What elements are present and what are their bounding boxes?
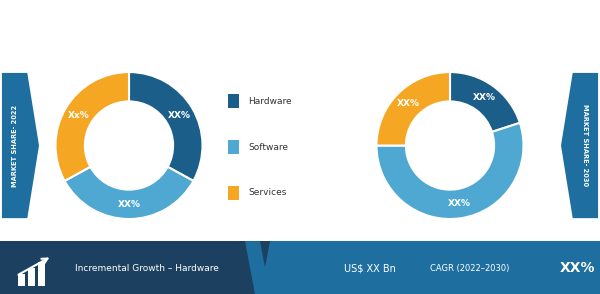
Wedge shape xyxy=(377,72,450,146)
Text: XX%: XX% xyxy=(560,261,595,275)
Text: XX%: XX% xyxy=(118,200,140,209)
Wedge shape xyxy=(450,72,520,132)
Polygon shape xyxy=(2,73,39,218)
Wedge shape xyxy=(377,123,523,219)
Text: US$ XX Bn: US$ XX Bn xyxy=(344,263,396,273)
Text: XX%: XX% xyxy=(397,99,420,108)
Wedge shape xyxy=(129,72,202,181)
Bar xyxy=(38,262,45,286)
Text: Incremental Growth – Hardware: Incremental Growth – Hardware xyxy=(75,263,219,273)
Wedge shape xyxy=(65,167,193,219)
Bar xyxy=(0,241,270,294)
Bar xyxy=(228,140,239,154)
Bar xyxy=(228,94,239,108)
Text: MARKET BY OFFERING: MARKET BY OFFERING xyxy=(72,17,262,32)
Polygon shape xyxy=(245,241,270,294)
Text: XX%: XX% xyxy=(473,93,496,103)
Text: Services: Services xyxy=(248,188,287,198)
Text: MARKET SHARE- 2022: MARKET SHARE- 2022 xyxy=(12,104,18,187)
Polygon shape xyxy=(260,241,600,294)
Bar xyxy=(28,268,35,286)
Text: XX%: XX% xyxy=(448,199,470,208)
Bar xyxy=(18,274,25,286)
Bar xyxy=(228,186,239,200)
Polygon shape xyxy=(561,73,598,218)
Text: CAGR (2022–2030): CAGR (2022–2030) xyxy=(430,263,509,273)
Text: Hardware: Hardware xyxy=(248,97,292,106)
Text: Xx%: Xx% xyxy=(68,111,89,120)
Text: Software: Software xyxy=(248,143,289,152)
Text: XX%: XX% xyxy=(168,111,191,120)
Text: MARKET SHARE- 2030: MARKET SHARE- 2030 xyxy=(582,104,588,187)
Wedge shape xyxy=(56,72,129,181)
